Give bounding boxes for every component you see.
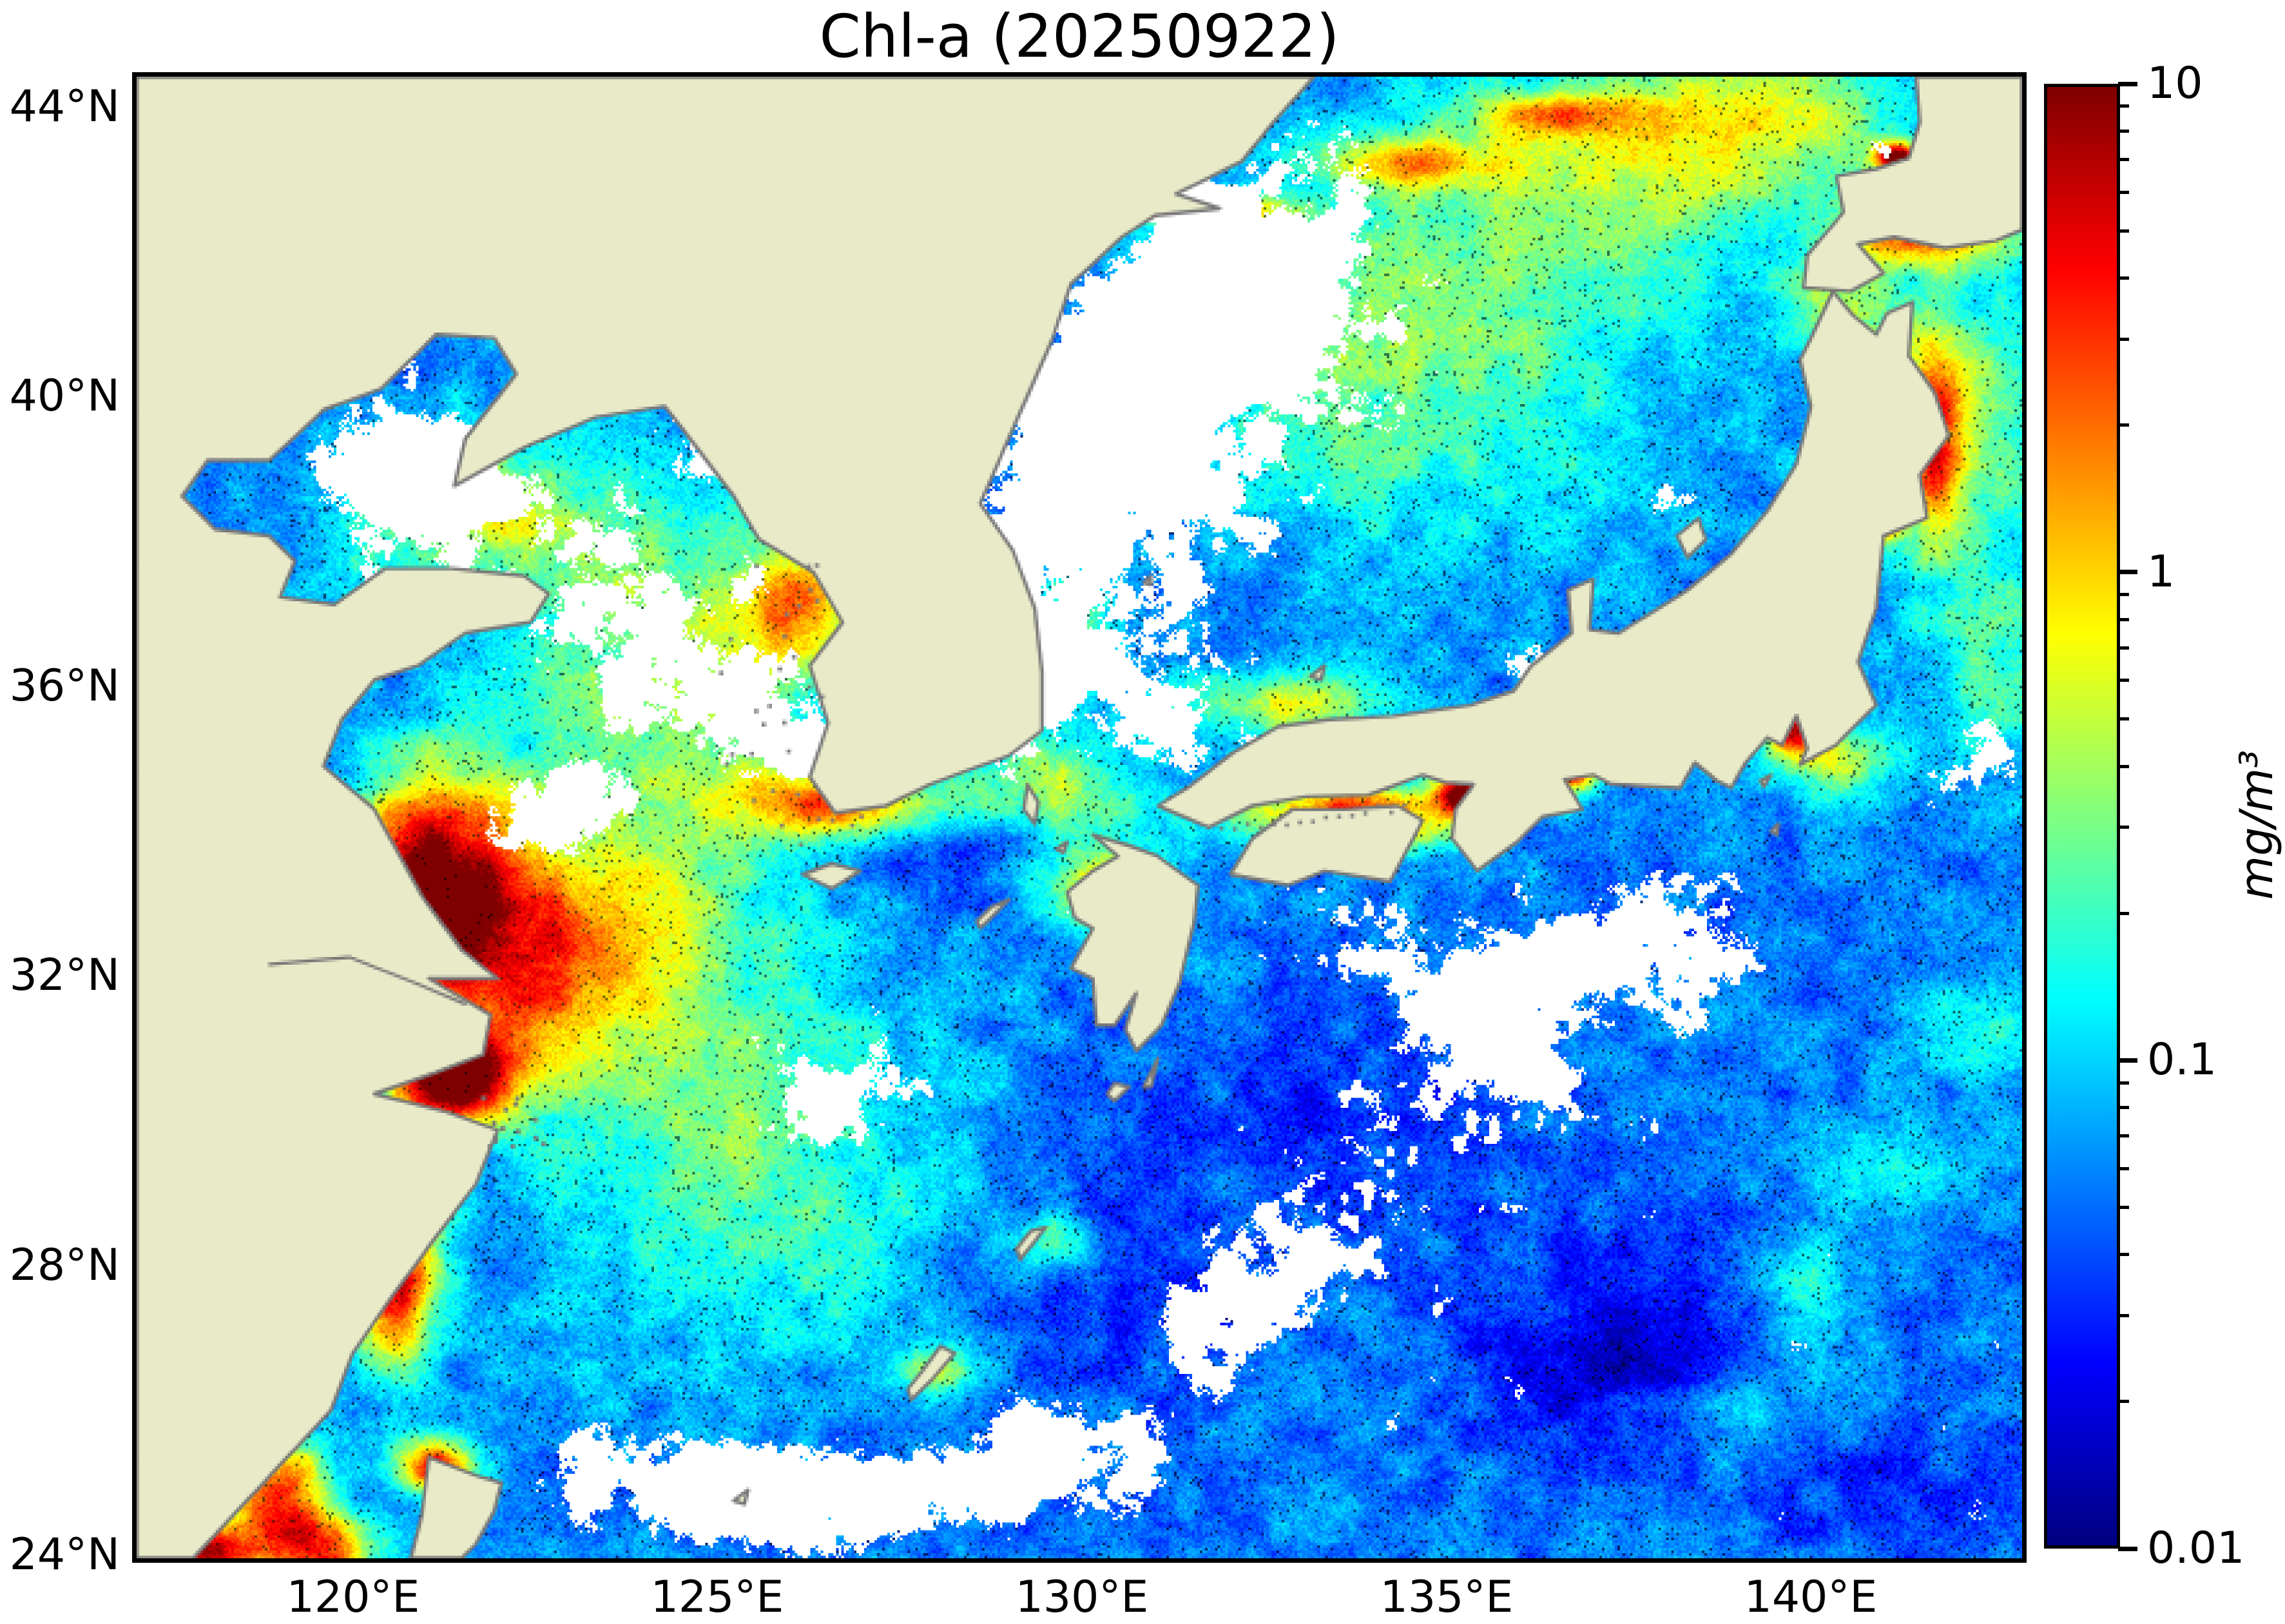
- y-axis-tick-label: 32°N: [9, 950, 120, 1001]
- colorbar-major-tick: [2118, 81, 2137, 86]
- map-plot-area: [132, 72, 2027, 1563]
- colorbar-tick-label: 1: [2147, 546, 2175, 597]
- colorbar-unit-label: mg/m³: [2230, 749, 2283, 900]
- y-axis-tick-label: 28°N: [9, 1240, 120, 1291]
- colorbar-minor-tick: [2118, 911, 2129, 915]
- colorbar-minor-tick: [2118, 229, 2129, 233]
- colorbar-minor-tick: [2118, 764, 2129, 768]
- colorbar-minor-tick: [2118, 276, 2129, 280]
- colorbar-minor-tick: [2118, 1400, 2129, 1404]
- colorbar-minor-tick: [2118, 1166, 2129, 1170]
- y-axis-tick-label: 24°N: [9, 1529, 120, 1580]
- colorbar-minor-tick: [2118, 617, 2129, 621]
- colorbar-minor-tick: [2118, 423, 2129, 427]
- colorbar-gradient: [2044, 84, 2120, 1549]
- chl-map-canvas: [137, 77, 2022, 1558]
- y-axis-tick-label: 44°N: [9, 81, 120, 132]
- y-axis-tick-label: 36°N: [9, 661, 120, 711]
- colorbar-minor-tick: [2118, 104, 2129, 108]
- x-axis-tick-label: 130°E: [1015, 1572, 1149, 1623]
- colorbar-minor-tick: [2118, 1081, 2129, 1085]
- colorbar-minor-tick: [2118, 1253, 2129, 1257]
- colorbar-minor-tick: [2118, 157, 2129, 161]
- colorbar-minor-tick: [2118, 717, 2129, 721]
- colorbar-major-tick: [2118, 570, 2137, 575]
- colorbar-minor-tick: [2118, 646, 2129, 650]
- colorbar-tick-label: 10: [2147, 58, 2203, 109]
- x-axis-tick-label: 120°E: [286, 1572, 420, 1623]
- colorbar-major-tick: [2118, 1546, 2137, 1551]
- chart-title: Chl-a (20250922): [819, 2, 1340, 71]
- colorbar-minor-tick: [2118, 337, 2129, 341]
- colorbar-minor-tick: [2118, 129, 2129, 133]
- y-axis-tick-label: 40°N: [9, 371, 120, 421]
- colorbar-minor-tick: [2118, 826, 2129, 829]
- x-axis-tick-label: 125°E: [650, 1572, 784, 1623]
- x-axis-tick-label: 135°E: [1380, 1572, 1514, 1623]
- colorbar-minor-tick: [2118, 1134, 2129, 1138]
- colorbar-minor-tick: [2118, 592, 2129, 596]
- colorbar-minor-tick: [2118, 1205, 2129, 1209]
- colorbar-tick-label: 0.01: [2147, 1523, 2245, 1574]
- colorbar-minor-tick: [2118, 190, 2129, 194]
- colorbar-tick-label: 0.1: [2147, 1034, 2217, 1085]
- colorbar-minor-tick: [2118, 1314, 2129, 1317]
- x-axis-tick-label: 140°E: [1744, 1572, 1878, 1623]
- colorbar-minor-tick: [2118, 1106, 2129, 1110]
- colorbar-major-tick: [2118, 1058, 2137, 1063]
- colorbar-minor-tick: [2118, 679, 2129, 682]
